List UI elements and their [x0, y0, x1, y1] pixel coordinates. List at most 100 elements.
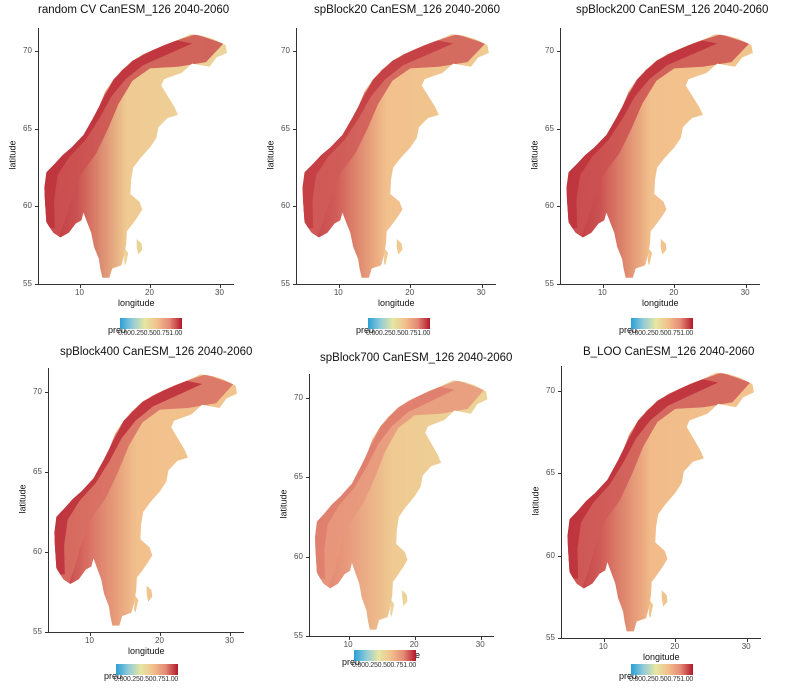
y-axis-title: latitude: [17, 484, 28, 514]
x-tick-label: 10: [75, 288, 84, 297]
y-tick-label: 70: [294, 392, 303, 402]
island-oland: [647, 248, 653, 266]
y-tick-label: 60: [545, 201, 554, 211]
y-axis-line: [38, 28, 39, 284]
x-tick: [150, 285, 151, 288]
island-gotland: [146, 585, 153, 602]
panel-title: B_LOO CanESM_126 2040-2060: [583, 346, 755, 358]
x-axis-line: [296, 284, 496, 285]
x-axis-line: [309, 636, 494, 637]
x-tick: [481, 285, 483, 288]
x-tick: [348, 637, 350, 640]
x-tick-label: 10: [333, 288, 343, 297]
mountain-region: [54, 374, 234, 583]
legend-labels: 0.000.250.500.751.00: [114, 676, 179, 683]
y-tick-label: 65: [23, 123, 32, 133]
color-legend: pred 0.000.250.500.751.00: [108, 318, 198, 344]
y-axis-title: latitude: [278, 489, 289, 519]
legend-title: pred: [619, 671, 638, 681]
mountain-region: [566, 34, 750, 236]
x-tick-label: 10: [598, 642, 608, 651]
coastal-region: [54, 380, 202, 575]
legend-labels: 0.000.250.500.751.00: [118, 330, 183, 337]
y-tick: [306, 477, 309, 479]
y-tick-label: 70: [281, 46, 290, 56]
x-tick-label: 20: [409, 640, 419, 649]
map-svg: [314, 380, 488, 630]
y-tick: [306, 636, 309, 637]
x-tick: [160, 633, 161, 636]
y-tick: [558, 638, 561, 639]
island-gotland: [661, 590, 668, 607]
land-fill: [44, 34, 227, 278]
x-axis-title: longitude: [378, 298, 415, 308]
mountain-region: [567, 372, 751, 587]
y-tick-label: 65: [545, 123, 554, 133]
x-tick-label: 20: [669, 288, 679, 297]
y-tick: [293, 51, 296, 53]
y-axis-title: latitude: [530, 486, 541, 516]
x-axis-line: [48, 632, 244, 633]
y-tick: [35, 284, 38, 285]
y-tick: [557, 128, 560, 130]
x-tick: [410, 285, 412, 288]
y-tick: [35, 206, 38, 208]
y-tick: [557, 51, 560, 53]
x-axis-title: longitude: [118, 298, 155, 308]
y-tick-label: 60: [33, 547, 42, 556]
land-fill: [54, 374, 237, 626]
map-svg: [302, 34, 489, 278]
x-tick: [414, 637, 416, 640]
panel-title: spBlock200 CanESM_126 2040-2060: [576, 4, 769, 16]
y-axis-title: latitude: [529, 140, 540, 170]
mountain-region: [44, 34, 224, 236]
y-tick-label: 55: [546, 633, 555, 642]
y-tick: [306, 556, 309, 558]
y-tick: [45, 472, 48, 473]
legend-title: pred: [104, 671, 123, 681]
y-tick: [293, 206, 296, 208]
y-tick-label: 60: [23, 201, 32, 211]
x-axis-line: [38, 284, 234, 285]
x-tick-label: 30: [215, 288, 224, 297]
y-tick-label: 55: [33, 627, 42, 636]
y-tick: [557, 284, 560, 285]
x-tick-label: 20: [405, 288, 415, 297]
legend-title: pred: [342, 657, 361, 667]
x-tick: [90, 633, 91, 636]
x-tick: [602, 285, 604, 288]
y-tick-label: 70: [33, 387, 42, 396]
mountain-region: [314, 380, 485, 587]
legend-color-bar: [120, 318, 182, 329]
x-tick: [480, 637, 482, 640]
legend-labels: 0.000.250.500.751.00: [629, 330, 694, 337]
coastal-region: [44, 40, 192, 229]
panel-title: spBlock400 CanESM_126 2040-2060: [60, 346, 253, 358]
y-tick-label: 55: [281, 279, 290, 288]
panel-title: spBlock700 CanESM_126 2040-2060: [320, 352, 513, 364]
island-oland: [390, 599, 395, 617]
mountain-region: [302, 34, 486, 236]
color-legend: pred 0.000.250.500.751.00: [619, 318, 709, 344]
coastal-region: [314, 386, 455, 579]
x-tick: [674, 285, 676, 288]
island-gotland: [136, 239, 143, 255]
y-tick: [35, 128, 38, 130]
y-tick: [558, 390, 561, 392]
y-tick-label: 70: [546, 385, 555, 395]
island-gotland: [402, 589, 408, 606]
y-tick-label: 55: [294, 631, 303, 640]
y-axis-title: latitude: [265, 140, 276, 170]
color-legend: pred 0.000.250.500.751.00: [342, 650, 432, 676]
x-tick-label: 30: [225, 636, 234, 645]
x-tick-label: 30: [740, 288, 750, 297]
y-tick-label: 65: [33, 467, 42, 476]
x-axis-title: longitude: [642, 298, 679, 308]
coastal-region: [567, 379, 719, 579]
y-axis-line: [296, 28, 297, 284]
color-legend: pred 0.000.250.500.751.00: [104, 664, 194, 690]
y-tick: [293, 128, 296, 130]
x-tick: [675, 639, 677, 642]
x-tick: [80, 285, 81, 288]
legend-color-bar: [631, 664, 693, 675]
